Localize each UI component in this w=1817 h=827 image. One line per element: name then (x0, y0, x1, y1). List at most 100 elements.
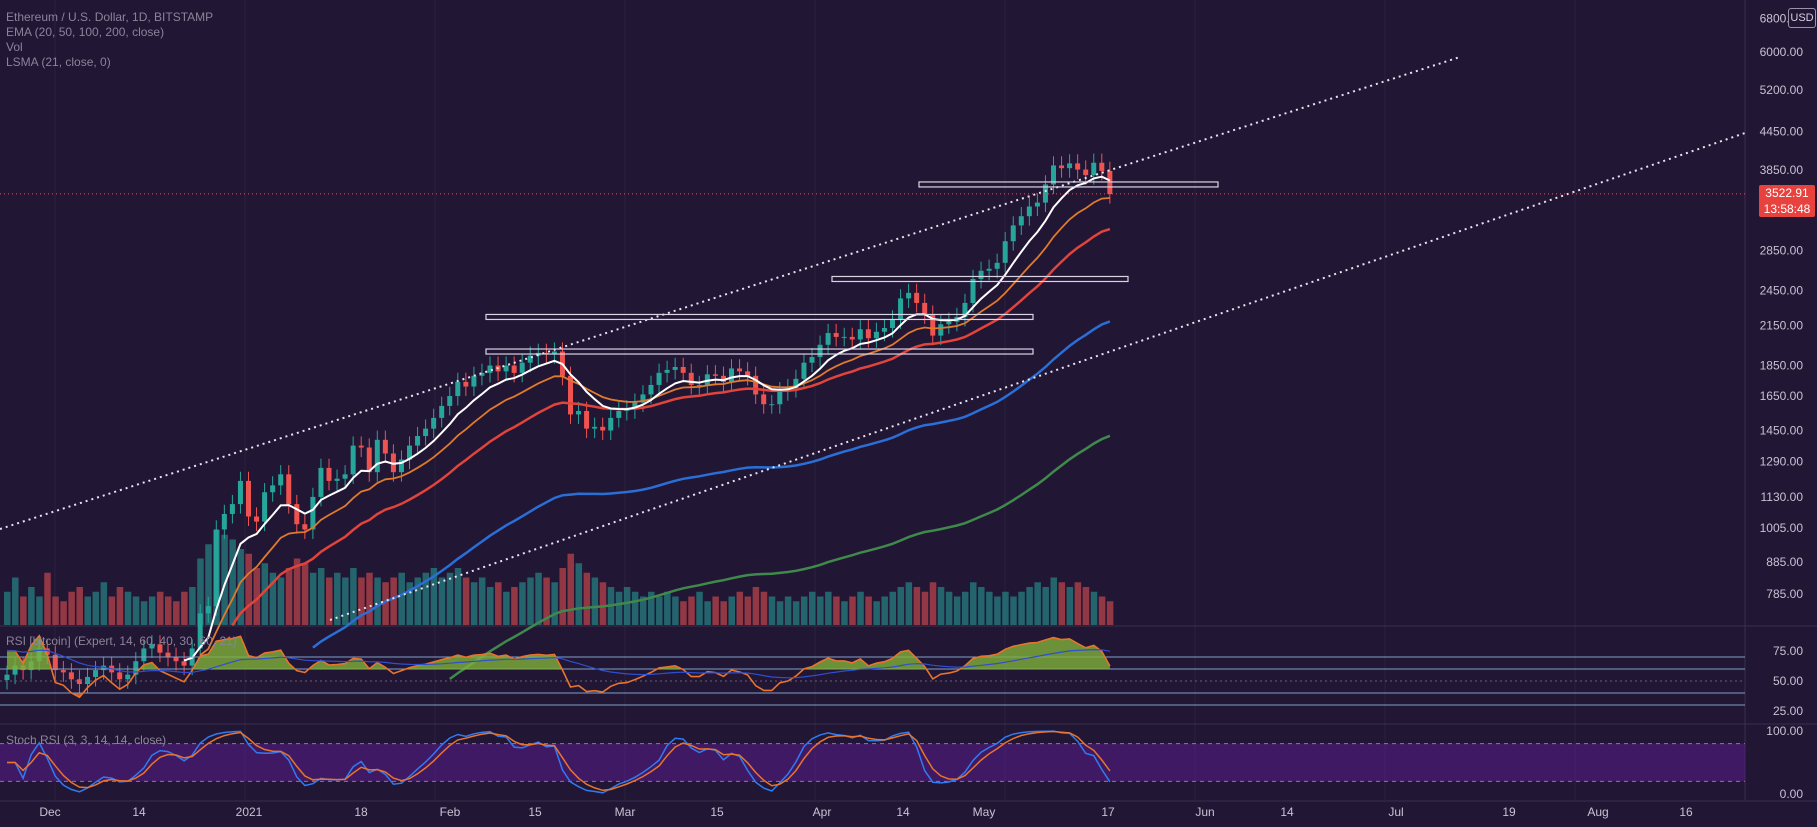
candle-body (865, 329, 871, 339)
candle-body (165, 652, 171, 657)
time-tick-label: 15 (710, 805, 724, 819)
volume-bar (237, 549, 244, 625)
candle-body (1099, 162, 1105, 171)
rsi-signal-line (7, 648, 1111, 679)
volume-bar (197, 558, 204, 625)
volume-bar (438, 577, 446, 625)
candle-body (640, 394, 646, 403)
volume-bar (398, 572, 405, 625)
volume-bar (285, 568, 293, 625)
candle-body (793, 378, 799, 389)
candle-body (568, 375, 573, 415)
candle-body (374, 439, 380, 473)
volume-bar (776, 601, 784, 625)
volume-bar (68, 591, 75, 625)
volume-bar (36, 596, 43, 625)
volume-bar (865, 596, 872, 625)
volume-bar (430, 568, 438, 625)
candle-body (978, 270, 984, 279)
price-tick-label: 1450.00 (1760, 423, 1804, 437)
volume-bar (970, 582, 977, 625)
volume-bar (92, 591, 100, 625)
candle-body (270, 485, 276, 493)
volume-bar (599, 582, 607, 625)
volume-bar (108, 596, 116, 625)
volume-bar (132, 596, 140, 625)
volume-bars (4, 530, 1114, 625)
volume-bar (478, 577, 486, 625)
volume-bar (156, 591, 164, 625)
volume-bar (953, 596, 961, 625)
candle-body (44, 648, 50, 655)
candle-body (229, 504, 235, 514)
candle-body (608, 417, 614, 431)
price-tick-label: 2850.00 (1760, 243, 1804, 257)
time-tick-label: 17 (1101, 805, 1115, 819)
volume-bar (688, 596, 695, 625)
volume-bar (639, 596, 647, 625)
volume-bar (559, 568, 566, 625)
candle-body (149, 644, 155, 649)
time-tick-label: 2021 (236, 805, 263, 819)
volume-bar (100, 582, 108, 625)
legend-ema: EMA (20, 50, 100, 200, close) (6, 25, 165, 39)
volume-bar (253, 568, 261, 625)
volume-bar (1018, 591, 1025, 625)
candle-body (302, 524, 308, 530)
candle-body (93, 670, 99, 677)
volume-bar (511, 587, 518, 625)
volume-bar (712, 596, 719, 625)
volume-bar (358, 577, 365, 625)
candle-body (527, 355, 533, 363)
volume-bar (728, 596, 735, 625)
volume-bar (116, 587, 124, 625)
candle-body (76, 679, 82, 685)
candle-body (205, 606, 211, 614)
candle-body (173, 656, 179, 662)
time-tick-label: 14 (1280, 805, 1294, 819)
candle-body (946, 321, 952, 325)
candle-body (1002, 241, 1008, 263)
volume-bar (897, 587, 905, 625)
volume-bar (12, 577, 19, 625)
volume-bar (1034, 582, 1041, 625)
volume-bar (567, 553, 574, 625)
volume-bar (124, 591, 132, 625)
candle-body (551, 351, 557, 355)
volume-bar (704, 601, 711, 625)
time-tick-label: Jul (1388, 805, 1403, 819)
last-price-tag: 3522.91 13:58:48 (1759, 185, 1815, 217)
volume-bar (181, 591, 188, 625)
volume-bar (825, 591, 832, 625)
volume-bar (1010, 596, 1017, 625)
candle-body (994, 262, 1000, 269)
candle-body (197, 613, 203, 649)
volume-bar (648, 591, 655, 625)
volume-bar (245, 553, 252, 625)
candle-body (930, 314, 936, 336)
price-tick-label: 5200.00 (1760, 83, 1804, 97)
volume-bar (623, 587, 631, 625)
volume-bar (841, 601, 848, 625)
volume-bar (52, 596, 59, 625)
candle-body (237, 480, 243, 505)
candle-body (141, 648, 147, 662)
volume-bar (833, 596, 840, 625)
candle-body (849, 336, 855, 340)
volume-bar (60, 601, 67, 625)
candle-body (157, 644, 163, 653)
indicator-lines (183, 175, 1111, 681)
candle-body (1026, 206, 1032, 217)
time-tick-label: Aug (1587, 805, 1608, 819)
candle-body (817, 344, 823, 358)
volume-bar (301, 563, 309, 625)
candle-body (970, 278, 976, 303)
currency-button[interactable]: USD (1788, 8, 1816, 28)
volume-bar (905, 582, 913, 625)
candle-body (85, 676, 90, 685)
volume-bar (326, 577, 333, 625)
volume-bar (849, 596, 856, 625)
time-tick-label: Apr (813, 805, 832, 819)
candle-body (656, 372, 662, 385)
